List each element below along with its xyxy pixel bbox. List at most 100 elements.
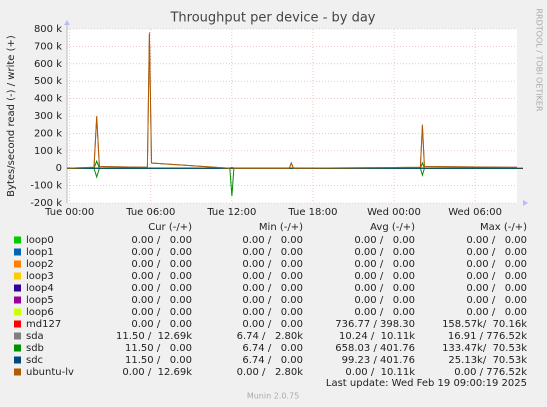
legend-stat: 0.00 / 0.00: [242, 247, 303, 258]
series-line: [67, 167, 517, 197]
side-label: RRDTOOL / TOBI OETIKER: [535, 8, 544, 111]
axis-arrow: [523, 200, 528, 206]
legend-stat: 11.50 / 0.00: [125, 355, 192, 366]
legend-swatch: [14, 248, 21, 256]
y-tick-label: 700 k: [34, 41, 62, 52]
legend-swatch: [14, 260, 21, 268]
legend-stat: 11.50 / 12.69k: [116, 331, 192, 342]
legend-label: loop4: [26, 283, 54, 294]
legend-stat: 11.50 / 0.00: [125, 343, 192, 354]
legend-swatch: [14, 272, 21, 280]
legend-stat: 0.00 / 12.69k: [122, 367, 192, 378]
legend-stat: 0.00 / 0.00: [354, 295, 415, 306]
legend-label: loop1: [26, 247, 54, 258]
x-tick-label: Tue 12:00: [206, 207, 256, 218]
legend-stat: 0.00 / 0.00: [242, 295, 303, 306]
legend-swatch: [14, 332, 21, 340]
legend-stat: 0.00 / 0.00: [131, 235, 192, 246]
legend-stat: 0.00 / 0.00: [466, 295, 527, 306]
x-tick-label: Tue 00:00: [44, 207, 94, 218]
stat-header: Avg (-/+): [370, 222, 415, 233]
y-tick-label: 400 k: [34, 94, 62, 105]
legend-swatch: [14, 344, 21, 352]
y-axis-label: Bytes/second read (-) / write (+): [6, 35, 17, 197]
legend-stat: 0.00 / 0.00: [242, 283, 303, 294]
legend-stat: 0.00 / 0.00: [466, 307, 527, 318]
y-tick-label: -200 k: [30, 198, 62, 209]
y-tick-label: 100 k: [34, 146, 62, 157]
legend-stat: 0.00 / 776.52k: [454, 367, 527, 378]
legend-swatch: [14, 236, 21, 244]
legend-stat: 0.00 / 10.11k: [345, 367, 415, 378]
legend-stat: 658.03 / 401.76: [335, 343, 415, 354]
legend-stat: 0.00 / 0.00: [242, 271, 303, 282]
y-tick-label: 300 k: [34, 111, 62, 122]
legend-stat: 0.00 / 0.00: [466, 283, 527, 294]
legend-stat: 0.00 / 2.80k: [237, 367, 304, 378]
y-tick-label: 800 k: [34, 24, 62, 35]
y-tick-label: 0: [56, 163, 62, 174]
legend-stat: 0.00 / 0.00: [131, 247, 192, 258]
stat-header: Min (-/+): [259, 222, 303, 233]
stat-header: Cur (-/+): [148, 222, 192, 233]
x-tick-label: Tue 06:00: [125, 207, 175, 218]
legend-stat: 0.00 / 0.00: [354, 283, 415, 294]
legend-label: loop2: [26, 259, 54, 270]
legend-stat: 0.00 / 0.00: [131, 307, 192, 318]
x-tick-label: Wed 06:00: [448, 207, 502, 218]
legend-stat: 736.77 / 398.30: [335, 319, 415, 330]
chart-title: Throughput per device - by day: [169, 11, 375, 26]
legend-swatch: [14, 296, 21, 304]
legend-label: sda: [26, 331, 44, 342]
legend-stat: 0.00 / 0.00: [242, 259, 303, 270]
x-tick-label: Wed 00:00: [367, 207, 421, 218]
y-tick-label: -100 k: [30, 181, 62, 192]
legend-stat: 0.00 / 0.00: [242, 235, 303, 246]
legend-swatch: [14, 356, 21, 364]
legend-stat: 0.00 / 0.00: [131, 259, 192, 270]
legend-label: sdb: [26, 343, 44, 354]
legend-label: md127: [26, 319, 61, 330]
legend-stat: 0.00 / 0.00: [354, 247, 415, 258]
legend-stat: 6.74 / 0.00: [242, 343, 303, 354]
legend-stat: 0.00 / 0.00: [354, 307, 415, 318]
legend-stat: 0.00 / 0.00: [466, 259, 527, 270]
y-tick-label: 500 k: [34, 76, 62, 87]
legend-stat: 0.00 / 0.00: [354, 271, 415, 282]
stat-header: Max (-/+): [480, 222, 527, 233]
legend-stat: 0.00 / 0.00: [242, 319, 303, 330]
legend-label: loop0: [26, 235, 54, 246]
legend-label: ubuntu-lv: [26, 367, 74, 378]
legend-stat: 158.57k/ 70.16k: [442, 319, 527, 330]
last-update: Last update: Wed Feb 19 09:00:19 2025: [326, 378, 527, 389]
legend-stat: 0.00 / 0.00: [131, 271, 192, 282]
legend-swatch: [14, 284, 21, 292]
legend-swatch: [14, 308, 21, 316]
legend-label: loop5: [26, 295, 54, 306]
legend-stat: 133.47k/ 70.53k: [442, 343, 527, 354]
legend-label: loop6: [26, 307, 54, 318]
legend-stat: 0.00 / 0.00: [242, 307, 303, 318]
x-tick-label: Tue 18:00: [287, 207, 337, 218]
legend-stat: 0.00 / 0.00: [131, 283, 192, 294]
legend-stat: 0.00 / 0.00: [354, 235, 415, 246]
y-tick-label: 200 k: [34, 128, 62, 139]
legend-stat: 0.00 / 0.00: [466, 271, 527, 282]
legend-swatch: [14, 368, 21, 376]
legend-stat: 6.74 / 2.80k: [237, 331, 304, 342]
legend-swatch: [14, 320, 21, 328]
legend-stat: 0.00 / 0.00: [131, 319, 192, 330]
series-line: [66, 32, 518, 169]
legend-stat: 0.00 / 0.00: [354, 259, 415, 270]
legend-label: sdc: [26, 355, 43, 366]
legend-stat: 10.24 / 10.11k: [339, 331, 415, 342]
legend-stat: 16.91 / 776.52k: [448, 331, 527, 342]
legend-stat: 6.74 / 0.00: [242, 355, 303, 366]
legend-stat: 25.13k/ 70.53k: [448, 355, 527, 366]
legend-stat: 0.00 / 0.00: [466, 247, 527, 258]
footer: Munin 2.0.75: [247, 392, 299, 401]
legend-stat: 0.00 / 0.00: [466, 235, 527, 246]
legend-stat: 0.00 / 0.00: [131, 295, 192, 306]
legend-label: loop3: [26, 271, 54, 282]
